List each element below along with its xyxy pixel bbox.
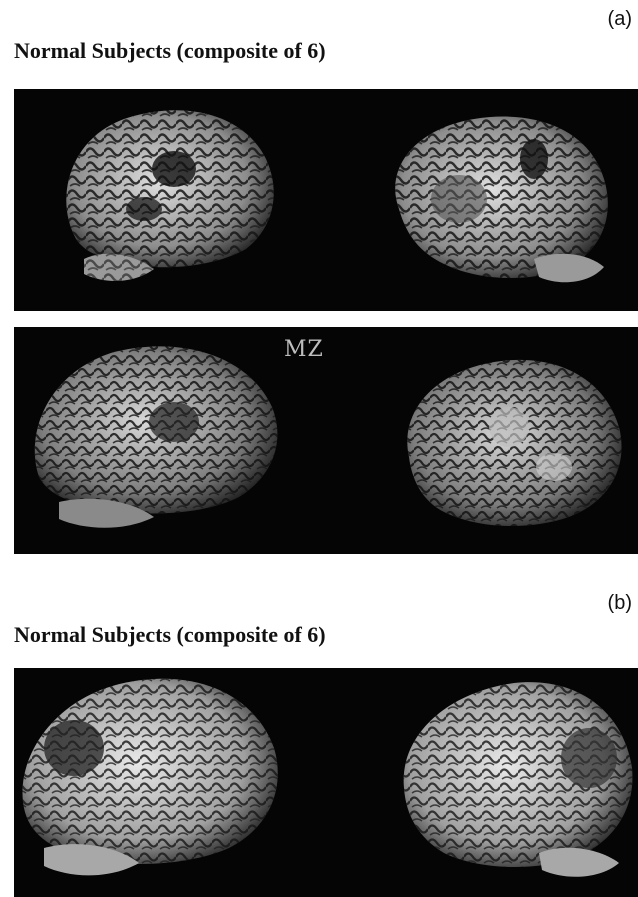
section-title-a: Normal Subjects (composite of 6) [14,38,326,63]
brain-left-view [66,110,274,281]
brain-right-view [395,116,608,283]
brain-right-view [403,682,633,877]
brain-left-view [34,346,278,528]
brain-scan-normal-b [14,668,638,897]
figure-letter-b: (b) [607,592,632,614]
subject-tag-mz: MZ [284,337,324,362]
brain-left-view [22,678,278,876]
brain-right-view [407,359,622,527]
section-title-b: Normal Subjects (composite of 6) [14,622,326,647]
figure-letter-a: (a) [607,8,632,30]
brain-scan-normal-a [14,89,638,311]
brain-scan-mz: MZ [14,327,638,554]
